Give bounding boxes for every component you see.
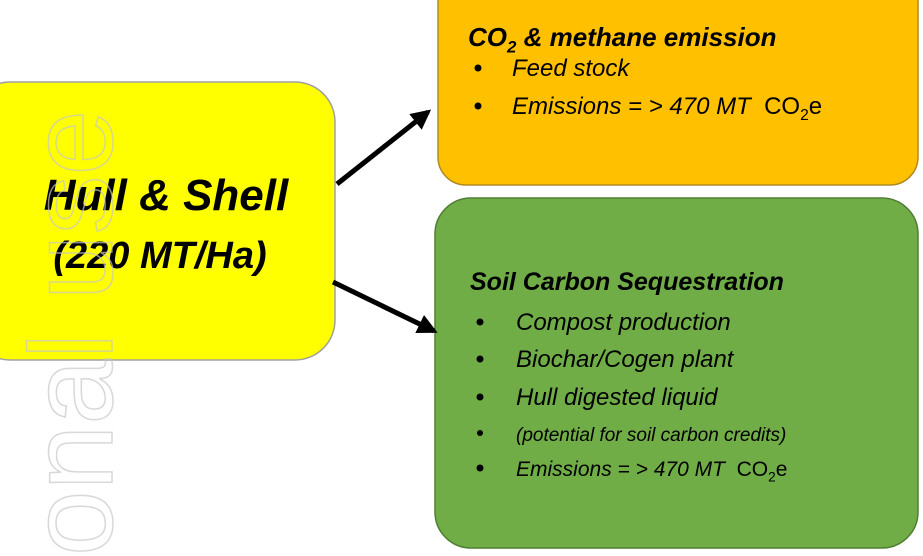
list-item: (potential for soil carbon credits) [516,425,786,446]
box-title: CO2 & methane emission [468,22,776,57]
text-run: Feed stock [512,55,631,82]
text-run: CO [764,93,800,120]
text-run: e [809,93,822,120]
bullet [474,102,482,110]
text-run: Emissions = > 470 MT [512,93,764,120]
sequestration-box [434,197,919,549]
text-run: 2 [800,107,809,124]
bullet [476,393,484,401]
arrow [331,279,438,334]
emission-box [437,0,919,186]
text-run: e [776,458,788,481]
watermark: onal use [6,110,138,556]
list-item: Hull digested liquid [516,384,718,411]
bullet [476,464,484,472]
list-item: Feed stock [512,55,631,82]
source-label: (220 MT/Ha) [53,235,266,277]
source-box [0,81,336,361]
text-run: Compost production [516,309,731,336]
list-item: Compost production [516,309,731,336]
text-run: Biochar/Cogen plant [516,346,735,373]
bullet [476,355,484,363]
bullet [474,64,482,72]
text-run: & methane emission [516,22,776,52]
list-item: Emissions = > 470 MT CO2e [516,458,787,484]
text-run: CO [468,22,507,52]
text-run: (potential for soil carbon credits) [516,425,786,446]
list-item: Emissions = > 470 MT CO2e [512,93,822,124]
list-item: Biochar/Cogen plant [516,346,735,373]
bullet [476,318,484,326]
text-run: Soil Carbon Sequestration [470,268,784,296]
source-label: Hull & Shell [44,171,289,220]
arrow [335,109,432,186]
bullet [477,430,483,436]
text-run: 2 [506,38,517,57]
text-run: Emissions = > 470 MT [516,458,737,481]
text-run: CO [737,458,769,481]
text-run: Hull digested liquid [516,384,718,411]
text-run: 2 [768,469,776,484]
box-title: Soil Carbon Sequestration [470,268,784,296]
